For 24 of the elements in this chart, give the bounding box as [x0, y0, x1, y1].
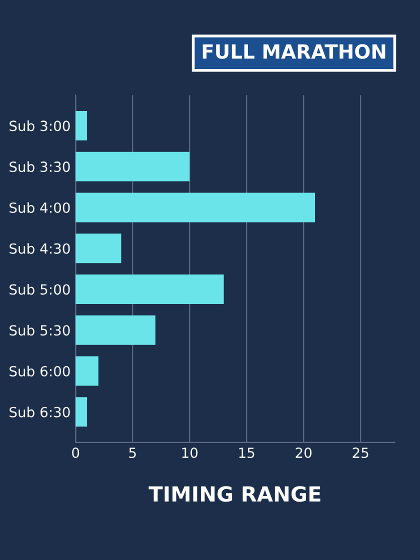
chart-title: FULL MARATHON	[202, 44, 386, 59]
x-tick-label: 10	[182, 448, 198, 458]
y-tick-label: Sub 4:00	[10, 202, 70, 213]
bar	[76, 315, 156, 345]
y-tick-label: Sub 3:00	[10, 120, 70, 132]
bar	[76, 234, 122, 264]
bar	[76, 192, 315, 222]
x-tick-label: 20	[296, 448, 312, 458]
y-tick-label: Sub 3:30	[10, 161, 70, 172]
bar	[76, 356, 98, 386]
y-tick-label: Sub 5:30	[10, 324, 70, 336]
y-tick-label: Sub 6:00	[10, 366, 70, 376]
x-tick-label: 15	[239, 448, 254, 458]
y-tick-label: Sub 4:30	[10, 243, 70, 254]
x-tick-label: 5	[129, 448, 136, 458]
bar	[76, 397, 87, 427]
x-tick-label: 25	[352, 448, 368, 458]
bar	[76, 152, 190, 182]
bar	[76, 110, 87, 140]
bar	[76, 274, 224, 304]
y-tick-label: Sub 6:30	[10, 406, 70, 418]
x-tick-label: 0	[72, 448, 80, 458]
x-axis-title: TIMING RANGE	[148, 486, 320, 502]
y-tick-label: Sub 5:00	[10, 284, 70, 295]
